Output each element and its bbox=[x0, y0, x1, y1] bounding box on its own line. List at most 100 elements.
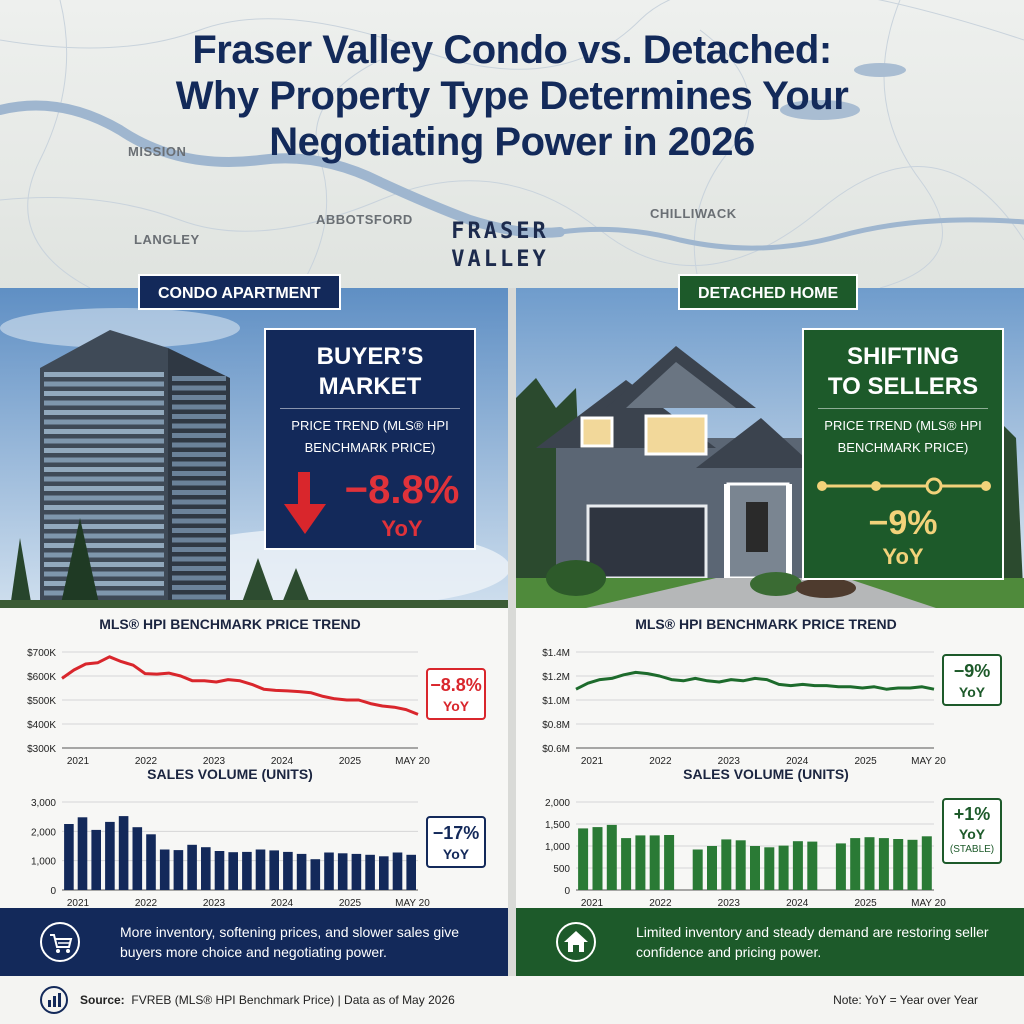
condo-summary-text: More inventory, softening prices, and sl… bbox=[120, 924, 460, 960]
condo-floor-window bbox=[44, 590, 164, 596]
condo-floor-window bbox=[44, 467, 164, 472]
x-tick-label: 2023 bbox=[203, 898, 226, 908]
sales-bar bbox=[64, 824, 74, 890]
y-tick-label: $1.0M bbox=[542, 696, 570, 707]
lake bbox=[780, 100, 860, 120]
house-icon bbox=[556, 922, 596, 962]
map-label-chilliwack: CHILLIWACK bbox=[650, 206, 737, 221]
x-tick-label: 2024 bbox=[271, 898, 294, 908]
condo-apartment-label: CONDO APARTMENT bbox=[138, 274, 341, 310]
page-title-line-2: Why Property Type Determines Your bbox=[175, 74, 849, 118]
yoy-note: Note: YoY = Year over Year bbox=[833, 993, 978, 1007]
condo-floor-window bbox=[44, 562, 164, 567]
condo-floor-window bbox=[44, 448, 164, 453]
detached-sales-chart: 2,000 1,500 1,000 500 0 2021 2022 2023 2024 2025 M… bbox=[545, 798, 946, 908]
x-tick-label: 2023 bbox=[718, 898, 741, 908]
sales-bar bbox=[807, 841, 818, 890]
x-tick-label: 2021 bbox=[67, 898, 90, 908]
condo-floor-window bbox=[44, 571, 164, 577]
sales-bar bbox=[379, 856, 389, 890]
condo-floor-window bbox=[44, 476, 164, 482]
detached-summary-text: Limited inventory and steady demand are … bbox=[636, 924, 989, 960]
condo-floor-window bbox=[44, 543, 164, 548]
condo-floor-window bbox=[172, 490, 226, 495]
sales-bar bbox=[118, 816, 129, 890]
buyers-market-callout: BUYER’S MARKET PRICE TREND (MLS® HPI BEN… bbox=[264, 328, 476, 550]
y-tick-label: 1,000 bbox=[545, 842, 570, 853]
map-label-langley: LANGLEY bbox=[134, 232, 200, 247]
condo-floor-window bbox=[172, 556, 226, 562]
detached-sales-badge: +1% YoY (STABLE) bbox=[942, 798, 1002, 864]
y-tick-label: $600K bbox=[27, 672, 56, 683]
condo-floor-window bbox=[44, 391, 164, 396]
condo-floor-window bbox=[44, 372, 164, 377]
map-label-abbotsford: ABBOTSFORD bbox=[316, 212, 413, 227]
condo-floor-window bbox=[44, 381, 164, 387]
callout-subtitle-line-1: PRICE TREND (MLS® HPI bbox=[824, 418, 982, 433]
x-tick-label: 2025 bbox=[854, 756, 877, 767]
detached-price-badge-value: −9% bbox=[953, 661, 991, 681]
condo-floor-window bbox=[44, 457, 164, 463]
condo-floor-window bbox=[172, 594, 226, 600]
x-tick-label: MAY 2026 bbox=[911, 756, 946, 767]
shifting-to-sellers-callout: SHIFTING TO SELLERS PRICE TREND (MLS® HP… bbox=[802, 328, 1004, 580]
condo-floor-window bbox=[172, 518, 226, 524]
sales-bar bbox=[750, 846, 760, 890]
callout-subtitle-line-1: PRICE TREND (MLS® HPI bbox=[291, 418, 449, 433]
sales-bar bbox=[721, 839, 732, 890]
sales-bar bbox=[77, 817, 88, 890]
detached-price-badge-yoy: YoY bbox=[958, 684, 986, 700]
condo-floor-window bbox=[44, 533, 164, 539]
sales-bar bbox=[132, 827, 143, 890]
y-tick-label: 2,000 bbox=[31, 827, 56, 838]
condo-floor-window bbox=[44, 495, 164, 501]
detached-price-chart-title: MLS® HPI BENCHMARK PRICE TREND bbox=[635, 616, 897, 632]
sales-bar bbox=[778, 845, 789, 890]
x-tick-label: MAY 2026 bbox=[911, 898, 946, 908]
sales-bar bbox=[850, 838, 861, 890]
sales-bar bbox=[242, 851, 252, 890]
condo-sales-badge-value: −17% bbox=[432, 823, 480, 843]
sales-bar bbox=[201, 847, 211, 890]
x-tick-label: 2023 bbox=[203, 756, 226, 767]
condo-floor-window bbox=[172, 480, 226, 486]
condo-floor-window bbox=[172, 585, 226, 590]
sales-bar bbox=[146, 834, 156, 890]
condo-floor-window bbox=[44, 505, 164, 510]
callout-subtitle-line-2: BENCHMARK PRICE) bbox=[304, 440, 436, 455]
sales-bar bbox=[792, 841, 803, 890]
sales-bar bbox=[337, 853, 348, 890]
sales-bar bbox=[173, 850, 184, 890]
sales-bar bbox=[578, 828, 589, 890]
callout-title-line-2: TO SELLERS bbox=[827, 373, 979, 400]
source-label: Source: bbox=[80, 993, 125, 1007]
sales-bar bbox=[893, 839, 904, 890]
condo-sales-chart: 3,000 2,000 1,000 0 2021 2022 2023 2024 2025 MAY … bbox=[31, 798, 430, 908]
sales-bar bbox=[365, 854, 375, 890]
condo-floor-window bbox=[172, 395, 226, 400]
callout-divider bbox=[280, 408, 460, 409]
page-title-line-1: Fraser Valley Condo vs. Detached: bbox=[192, 28, 832, 72]
condo-floor-window bbox=[172, 376, 226, 381]
sales-bar bbox=[878, 838, 889, 890]
y-tick-label: 500 bbox=[553, 864, 570, 875]
sales-bar bbox=[296, 853, 307, 890]
panel-divider bbox=[508, 288, 516, 976]
y-tick-label: $1.2M bbox=[542, 672, 570, 683]
sales-bar bbox=[921, 836, 932, 890]
detached-sales-badge-note: (STABLE) bbox=[949, 844, 995, 855]
sales-bar bbox=[649, 835, 660, 890]
page-title-line-3: Negotiating Power in 2026 bbox=[269, 120, 755, 164]
sales-bar bbox=[406, 854, 416, 890]
x-tick-label: 2023 bbox=[718, 756, 741, 767]
y-tick-label: 0 bbox=[564, 886, 570, 897]
condo-floor-window bbox=[44, 438, 164, 444]
sales-bar bbox=[592, 827, 603, 890]
sales-bar bbox=[621, 838, 632, 890]
y-tick-label: $0.6M bbox=[542, 744, 570, 755]
condo-floor-window bbox=[44, 429, 164, 434]
condo-summary-band: More inventory, softening prices, and sl… bbox=[0, 908, 508, 976]
y-tick-label: $700K bbox=[27, 648, 56, 659]
lake bbox=[854, 63, 906, 77]
x-tick-label: 2024 bbox=[786, 756, 809, 767]
